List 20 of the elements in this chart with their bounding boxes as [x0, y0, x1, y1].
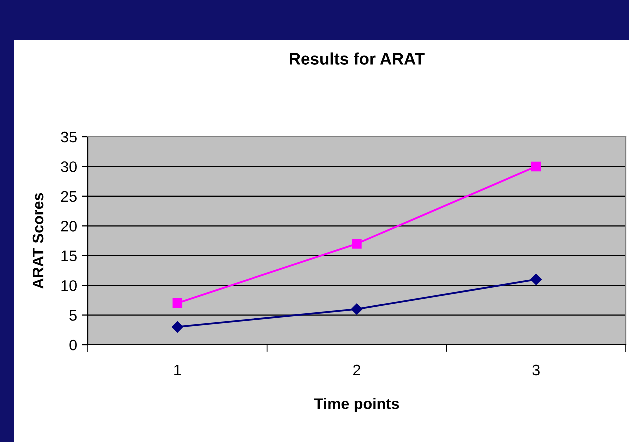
y-tick-label: 30	[61, 162, 77, 172]
x-tick-label: 3	[532, 364, 540, 376]
y-tick-label: 25	[61, 191, 77, 202]
x-tick-label: 2	[354, 364, 360, 376]
y-tick-label: 35	[61, 132, 77, 143]
point	[172, 322, 184, 333]
y-tick-label: 10	[62, 280, 77, 292]
point	[530, 274, 542, 286]
point	[172, 298, 183, 308]
y-tick-label: 15	[62, 250, 77, 262]
point	[531, 162, 542, 172]
y-tick-label: 0	[70, 340, 77, 351]
chart-title: Results for ARAT	[290, 52, 425, 65]
y-tick-label: 5	[70, 310, 77, 321]
x-axis-title: Time points	[314, 398, 400, 412]
y-axis-title: ARAT Scores	[32, 193, 44, 289]
point	[352, 239, 362, 249]
y-tick-label: 20	[61, 221, 77, 232]
point	[351, 304, 363, 315]
x-tick-label: 1	[174, 365, 182, 376]
